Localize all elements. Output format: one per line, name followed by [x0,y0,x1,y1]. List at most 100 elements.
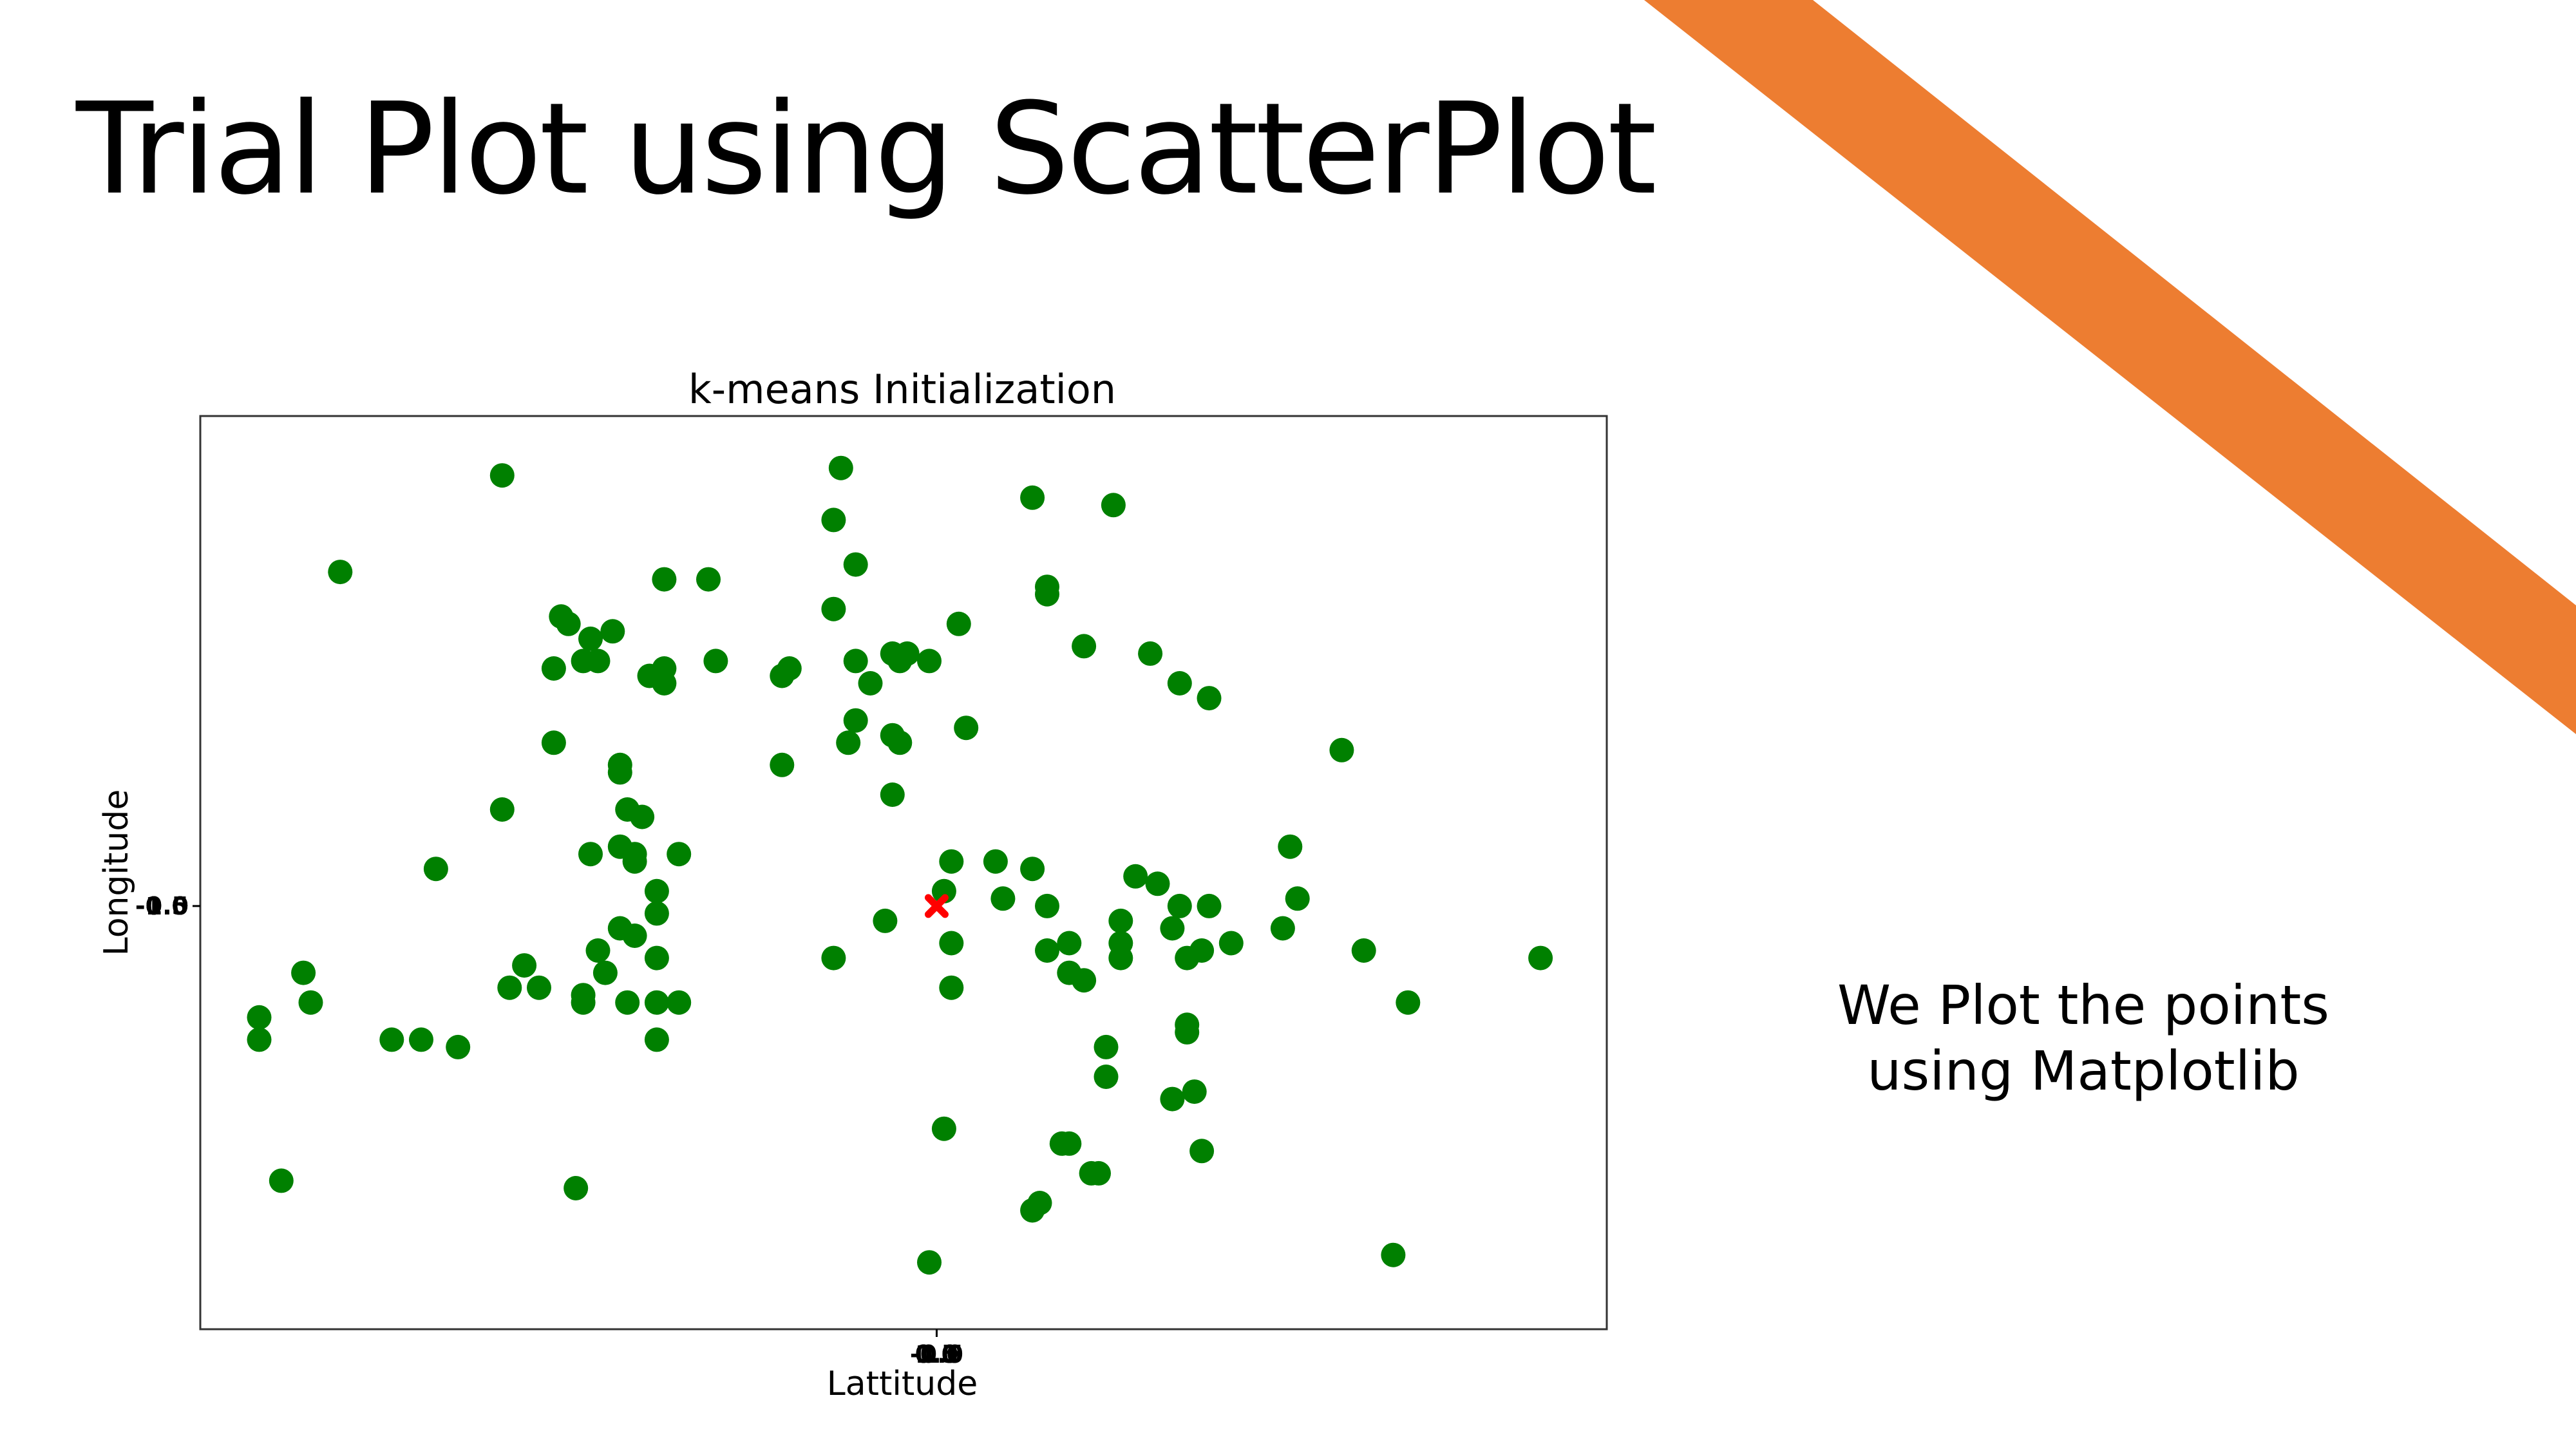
x-tick-label: 1.0 [915,1340,958,1368]
scatter-point [630,804,655,829]
scatter-point [607,760,632,785]
scatter-point [644,990,669,1015]
scatter-point [887,730,913,755]
scatter-point [1351,938,1376,963]
scatter-point [291,960,316,985]
y-tick-label: -0.5 [135,892,189,920]
scatter-point [1528,945,1553,971]
y-tick-label: 0.0 [146,892,189,920]
scatter-point [917,1250,942,1275]
scatter-point [821,596,846,621]
scatter-point [1167,671,1192,696]
scatter-point [409,1027,433,1052]
scatter-point [578,842,603,867]
scatter-point [644,878,669,904]
x-axis-label: Lattitude [827,1365,978,1403]
scatter-point [1094,1034,1119,1059]
scatter-point [983,849,1008,874]
scatter-point [644,901,669,926]
scatter-point [423,857,448,882]
scatter-point [1108,945,1133,971]
scatter-point [1189,1139,1215,1164]
scatter-point [939,849,964,874]
scatter-point [497,975,522,1000]
scatter-point [541,656,566,681]
scatter-point [269,1168,294,1193]
scatter-point [858,671,883,696]
scatter-point [1160,916,1185,941]
data-points [247,455,1553,1275]
scatter-point [1057,1131,1082,1156]
scatter-point [1101,493,1126,518]
scatter-point [946,611,971,636]
y-tick-label: 1.0 [146,892,189,920]
y-tick-label: -1.0 [135,892,189,920]
scatter-point [1182,1079,1207,1104]
scatter-point [585,649,611,674]
scatter-point [1138,641,1163,666]
scatter-point [1020,1198,1045,1223]
plot-area-frame [199,415,1608,1331]
scatter-point [615,990,640,1015]
y-tick-label: 0.5 [146,892,189,920]
scatter-point [1167,893,1192,918]
side-note-line-2: using Matplotlib [1867,1039,2300,1103]
scatter-point [1072,634,1097,659]
scatter-point [843,552,868,577]
x-tick-label: -0.5 [910,1340,963,1368]
scatter-point [931,878,956,904]
scatter-point [873,908,898,933]
scatter-point [1285,886,1310,911]
axis-ticks: -1.0-0.50.00.51.0-1.0-0.50.00.51.0 [135,892,963,1368]
scatter-point [1160,1086,1185,1112]
scatter-point [1035,893,1059,918]
scatter-point [843,708,868,733]
y-axis-label: Longitude [97,790,136,956]
scatter-point [990,886,1016,911]
scatter-point [1035,938,1059,963]
scatter-point [696,567,721,592]
side-note-line-1: We Plot the points [1837,974,2330,1037]
scatter-point [1278,834,1303,859]
side-note: We Plot the points using Matplotlib [1765,972,2402,1104]
scatter-point [821,945,846,971]
scatter-point [895,641,920,666]
scatter-point [571,990,596,1015]
scatter-point [1197,893,1222,918]
scatter-point [1270,916,1295,941]
scatter-point [1108,908,1133,933]
scatter-point [667,990,692,1015]
scatter-point [328,560,353,585]
scatter-point [247,1027,272,1052]
scatter-point [1145,871,1170,896]
scatter-point [843,649,868,674]
scatter-point [1086,1160,1111,1186]
scatter-point [489,797,515,822]
scatter-point [1175,1019,1200,1045]
scatter-point [1189,938,1215,963]
scatter-point [585,938,611,963]
scatter-point [644,945,669,971]
centroid-marker [924,894,949,918]
scatter-point [1057,931,1082,956]
scatter-point [821,507,846,533]
scatter-point [836,730,861,755]
scatter-point [1020,485,1045,510]
scatter-point [564,1176,589,1200]
scatter-point [1218,931,1244,956]
x-tick-label: 0.0 [915,1340,958,1368]
scatter-point [777,656,802,681]
scatter-point [600,619,625,644]
scatter-point [578,626,603,651]
x-tick-label: -1.0 [910,1340,963,1368]
scatter-point [1197,686,1222,711]
slide-title: Trial Plot using ScatterPlot [76,76,1657,223]
scatter-point [622,923,647,948]
scatter-point [446,1034,471,1059]
scatter-point [541,730,566,755]
scatter-point [1329,737,1354,762]
scatter-point [298,990,323,1015]
scatter-point [247,1005,272,1030]
